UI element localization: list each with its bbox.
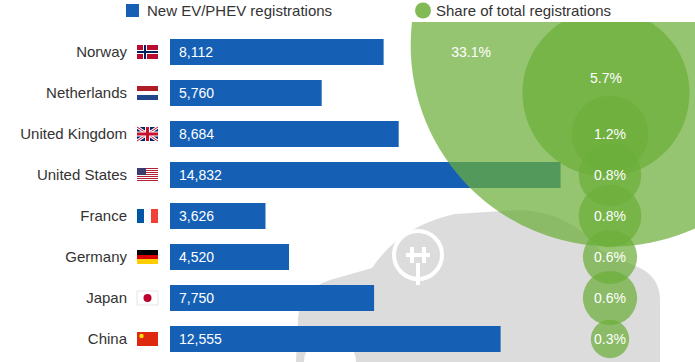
category-axis: Norway Netherlands United Kingdom United St… bbox=[20, 43, 158, 347]
bar bbox=[170, 203, 265, 229]
flag-stripe bbox=[137, 177, 158, 178]
legend-swatch bbox=[126, 4, 139, 17]
flag-stripe bbox=[137, 180, 158, 181]
flag-stripe bbox=[137, 250, 158, 255]
flag-stripe bbox=[137, 255, 158, 259]
category-label: Norway bbox=[76, 43, 127, 60]
flag bbox=[137, 250, 158, 264]
flag-stripe bbox=[137, 175, 158, 176]
bubble-label: 1.2% bbox=[594, 126, 626, 142]
bar bbox=[170, 39, 384, 65]
bar-label: 4,520 bbox=[179, 249, 214, 265]
category-label: China bbox=[88, 330, 128, 347]
flag-cross bbox=[137, 51, 158, 53]
bar-label: 3,626 bbox=[179, 208, 214, 224]
flag-stripe bbox=[137, 179, 158, 180]
bubble-label: 0.8% bbox=[594, 208, 626, 224]
legend-label: Share of total registrations bbox=[436, 2, 611, 19]
bubble-label: 0.8% bbox=[594, 167, 626, 183]
flag-stripe bbox=[137, 86, 158, 91]
flag-cross bbox=[137, 133, 158, 136]
flag-disc bbox=[144, 294, 152, 302]
flag-stripe bbox=[137, 176, 158, 177]
category-label: United Kingdom bbox=[20, 125, 127, 142]
bar-label: 8,112 bbox=[179, 44, 213, 60]
flag-field bbox=[137, 45, 158, 59]
bubble bbox=[411, 22, 695, 246]
flag-stripe bbox=[144, 209, 151, 223]
flag-field bbox=[137, 127, 158, 141]
flag-stripe bbox=[137, 209, 144, 223]
flag-stripe bbox=[151, 209, 158, 223]
bubble-label: 5.7% bbox=[590, 70, 622, 86]
flag-field bbox=[137, 332, 158, 346]
flag bbox=[137, 86, 158, 100]
bar-label: 14,832 bbox=[179, 167, 222, 183]
flag-stripe bbox=[137, 259, 158, 264]
bar bbox=[170, 80, 322, 106]
bar-label: 7,750 bbox=[179, 290, 214, 306]
flag-canton bbox=[137, 168, 146, 175]
flag bbox=[137, 291, 158, 305]
category-label: France bbox=[80, 207, 127, 224]
category-label: United States bbox=[37, 166, 127, 183]
bar-label: 12,555 bbox=[179, 331, 222, 347]
bar-label: 5,760 bbox=[179, 85, 214, 101]
flag-star bbox=[139, 334, 143, 338]
flag bbox=[137, 332, 158, 346]
plug-icon bbox=[406, 247, 430, 285]
plot-area bbox=[170, 22, 695, 358]
category-label: Germany bbox=[65, 248, 127, 265]
legend-label: New EV/PHEV registrations bbox=[147, 2, 332, 19]
bar bbox=[170, 285, 374, 311]
category-label: Japan bbox=[86, 289, 127, 306]
flag-stripe bbox=[137, 178, 158, 179]
bubble-label: 0.3% bbox=[594, 331, 626, 347]
legend: New EV/PHEV registrations Share of total … bbox=[126, 2, 611, 19]
chart: Norway Netherlands United Kingdom United St… bbox=[0, 0, 695, 362]
bubble-label: 0.6% bbox=[594, 249, 626, 265]
bar bbox=[170, 326, 501, 352]
bar-label: 8,684 bbox=[179, 126, 214, 142]
flag-cross bbox=[137, 50, 158, 54]
bar bbox=[170, 121, 399, 147]
bubbles bbox=[411, 22, 695, 358]
bubble bbox=[583, 271, 637, 325]
bubble bbox=[591, 320, 629, 358]
flag-field bbox=[137, 291, 158, 305]
flag-stripe bbox=[137, 181, 158, 182]
category-label: Netherlands bbox=[46, 84, 127, 101]
flag bbox=[137, 127, 158, 141]
labels: 8,112 5,760 8,684 14,832 3,626 4,520 7,750 12,5… bbox=[179, 44, 626, 347]
flag bbox=[137, 45, 158, 59]
flag bbox=[137, 209, 158, 223]
flag-saltire bbox=[137, 127, 158, 141]
bubble-label: 0.6% bbox=[594, 290, 626, 306]
legend-swatch bbox=[415, 3, 431, 19]
flag-stripe bbox=[137, 95, 158, 100]
flag bbox=[137, 168, 158, 182]
bubble-label: 33.1% bbox=[451, 44, 491, 60]
flag-stripe bbox=[137, 91, 158, 95]
flag-saltire bbox=[137, 127, 158, 141]
bar bbox=[170, 244, 289, 270]
